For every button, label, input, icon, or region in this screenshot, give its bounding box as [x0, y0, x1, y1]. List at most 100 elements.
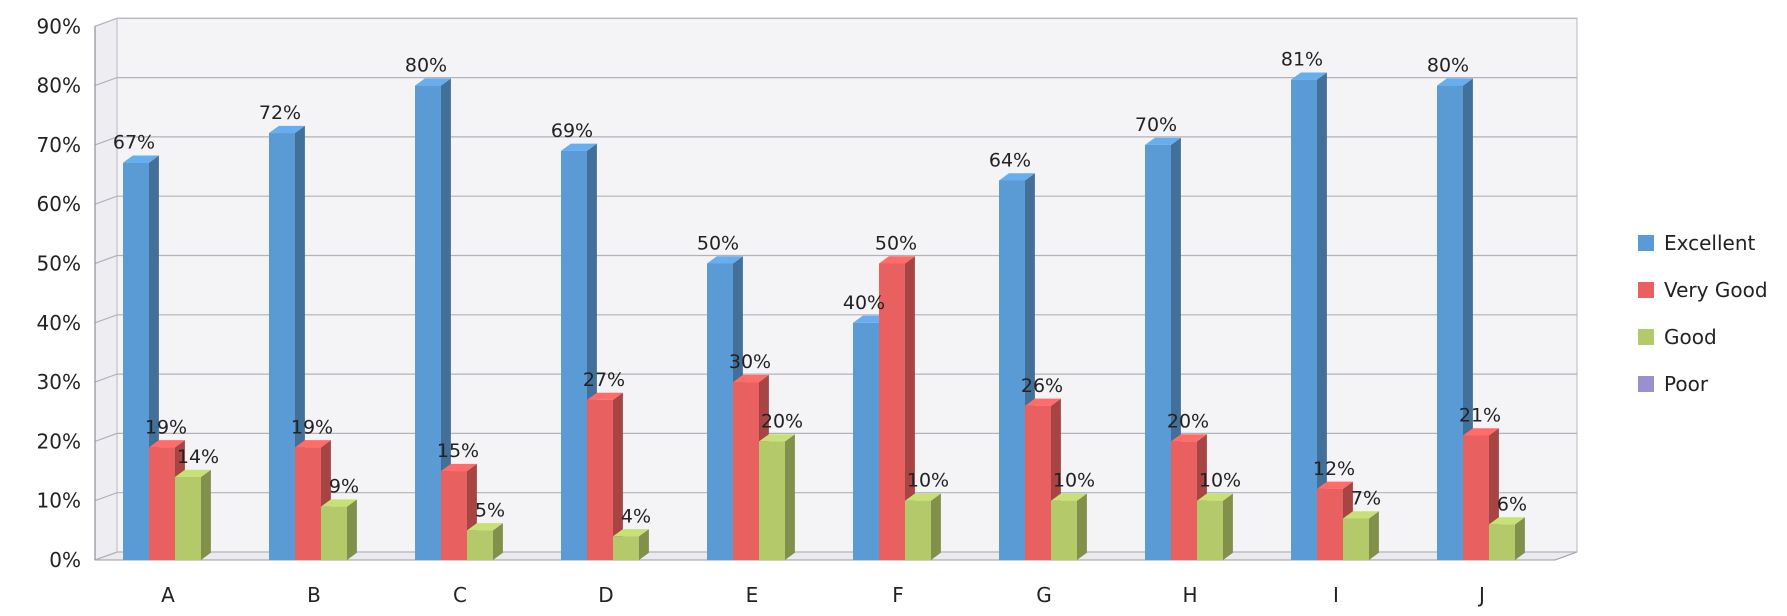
- bar: [1197, 500, 1223, 560]
- bar-top: [1291, 72, 1327, 80]
- bar: [321, 506, 347, 560]
- gridline: [94, 314, 1577, 324]
- bar-top: [1171, 434, 1207, 442]
- side-wall: [94, 17, 118, 561]
- x-tick-label: C: [453, 583, 467, 607]
- bar-top: [613, 529, 649, 537]
- bar: [759, 441, 785, 560]
- data-label: 9%: [329, 476, 359, 498]
- x-tick-label: A: [161, 583, 175, 607]
- bar-top: [1051, 493, 1087, 501]
- legend-swatch: [1638, 329, 1654, 345]
- bar-top: [1145, 137, 1181, 145]
- bar-top: [415, 78, 451, 86]
- bar-side: [931, 493, 941, 560]
- bar-top: [467, 523, 503, 531]
- bar-top: [879, 256, 915, 264]
- bar: [175, 476, 201, 560]
- bar: [467, 530, 493, 560]
- bar-top: [441, 463, 477, 472]
- bar-top: [759, 434, 795, 442]
- data-label: 19%: [145, 416, 187, 438]
- bar-side: [493, 523, 503, 560]
- bar: [149, 447, 175, 560]
- data-label: 81%: [1281, 49, 1323, 71]
- bar: [561, 150, 587, 560]
- gridline: [94, 432, 1577, 442]
- bar: [1489, 524, 1515, 560]
- gridline: [94, 136, 1577, 146]
- data-label: 20%: [761, 410, 803, 432]
- bar-top: [1317, 481, 1353, 489]
- bar: [999, 180, 1025, 561]
- y-tick-label: 10%: [37, 489, 81, 513]
- bar-top: [905, 493, 941, 501]
- y-tick-label: 20%: [37, 429, 81, 453]
- bar: [1051, 500, 1077, 560]
- bar-side: [441, 78, 451, 561]
- data-label: 10%: [907, 470, 949, 492]
- back-wall: [116, 17, 1578, 553]
- bar-top: [707, 256, 743, 264]
- bar-top: [295, 440, 331, 448]
- bar: [123, 162, 149, 560]
- data-label: 7%: [1351, 487, 1381, 509]
- bar-side: [1369, 511, 1379, 560]
- data-label: 40%: [843, 292, 885, 314]
- gridline: [94, 17, 1577, 27]
- bar-top: [1463, 428, 1499, 436]
- bar-top: [1343, 511, 1379, 519]
- bar: [905, 500, 931, 560]
- bar-top: [561, 143, 597, 151]
- legend: Excellent Very Good Good Poor: [1638, 231, 1768, 396]
- bar: [441, 471, 467, 560]
- bar-side: [201, 469, 211, 560]
- y-tick-label: 80%: [37, 74, 81, 98]
- x-tick-label: G: [1036, 583, 1052, 607]
- bar: [269, 133, 295, 561]
- y-tick-label: 90%: [37, 14, 81, 38]
- bar-side: [1223, 493, 1233, 560]
- gridline: [94, 195, 1577, 205]
- y-tick-label: 50%: [37, 252, 81, 276]
- bars: [123, 72, 1525, 561]
- data-label: 10%: [1199, 470, 1241, 492]
- bar-top: [999, 173, 1035, 181]
- data-label: 30%: [729, 351, 771, 373]
- y-axis: 0% 10% 20% 30% 40% 50% 60% 70% 80% 90%: [37, 14, 96, 572]
- bar-top: [321, 499, 357, 507]
- bar: [853, 322, 879, 560]
- x-tick-label: F: [892, 583, 904, 607]
- bar: [295, 447, 321, 560]
- bar: [1291, 79, 1317, 561]
- bar-side: [613, 392, 623, 560]
- x-tick-label: D: [598, 583, 613, 607]
- data-label: 19%: [291, 416, 333, 438]
- bar-side: [1515, 517, 1525, 560]
- legend-label: Good: [1664, 325, 1717, 349]
- gridline: [94, 551, 1577, 561]
- bar-side: [905, 256, 915, 560]
- data-label: 21%: [1459, 404, 1501, 426]
- data-label: 15%: [437, 440, 479, 462]
- data-label: 80%: [1427, 55, 1469, 77]
- data-label: 69%: [551, 120, 593, 142]
- data-label: 12%: [1313, 458, 1355, 480]
- legend-label: Very Good: [1664, 278, 1768, 302]
- data-label: 10%: [1053, 470, 1095, 492]
- bar: [707, 263, 733, 560]
- data-labels: 67% 19% 14% 72% 19% 9% 80% 15% 5% 69% 27% 4% 50% 30% 2…: [113, 49, 1527, 528]
- y-tick-label: 40%: [37, 311, 81, 335]
- x-tick-label: B: [307, 583, 321, 607]
- bar-top: [1489, 517, 1525, 525]
- bar-top: [149, 440, 185, 448]
- bar-top: [1437, 78, 1473, 86]
- x-tick-label: H: [1182, 583, 1197, 607]
- legend-label: Poor: [1664, 372, 1709, 396]
- bar-side: [1317, 72, 1327, 560]
- data-label: 80%: [405, 55, 447, 77]
- x-tick-label: E: [746, 583, 759, 607]
- bar: [1171, 441, 1197, 560]
- bar: [1343, 518, 1369, 560]
- y-tick-label: 70%: [37, 133, 81, 157]
